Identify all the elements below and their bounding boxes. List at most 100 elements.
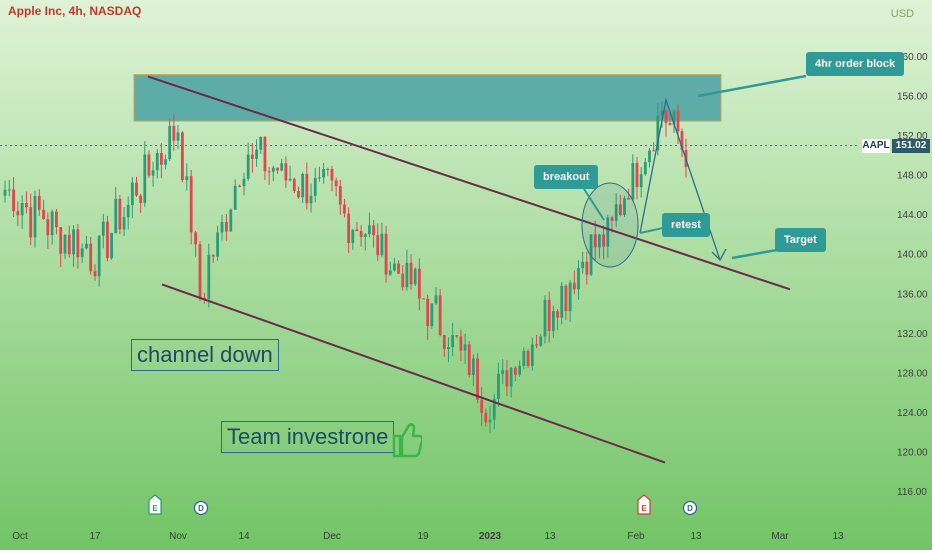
time-axis-tick: Feb — [627, 531, 645, 542]
candle-body — [639, 174, 643, 188]
candle-body — [85, 243, 88, 249]
candle-body — [313, 178, 317, 196]
candle-body — [42, 209, 45, 220]
candle-body — [384, 233, 388, 275]
candle-body — [417, 268, 421, 299]
team-investrone-label[interactable]: Team investrone — [221, 421, 395, 453]
candle-body — [172, 125, 176, 141]
candle-body — [181, 132, 184, 181]
candle-body — [585, 261, 589, 275]
candle-body — [55, 211, 58, 228]
candle-body — [106, 221, 109, 259]
chart-title: Apple Inc, 4h, NASDAQ — [8, 4, 142, 18]
time-axis-tick: Dec — [323, 531, 341, 542]
target-label[interactable]: Target — [775, 228, 826, 252]
candle-body — [288, 178, 292, 181]
candle-body — [413, 268, 417, 285]
candle-body — [220, 222, 224, 233]
projection-path — [639, 97, 721, 261]
event-badge-letter: D — [687, 504, 693, 513]
breakout-label[interactable]: breakout — [534, 165, 599, 189]
candle-body — [347, 213, 351, 243]
candle-body — [568, 282, 572, 312]
candle-body — [89, 243, 93, 272]
candle-body — [393, 263, 396, 271]
candle-body — [3, 189, 7, 196]
candle-body — [488, 419, 492, 423]
candle-body — [648, 150, 651, 163]
candle-body — [501, 370, 505, 374]
candle-body — [225, 222, 228, 232]
candle-body — [623, 198, 626, 216]
candle-body — [97, 235, 101, 277]
event-badge-shape — [193, 500, 209, 516]
candle-body — [263, 136, 267, 172]
candle-body — [556, 311, 559, 318]
channel-upper-line — [147, 75, 791, 291]
candle-body — [676, 110, 680, 132]
price-axis-tick: 144.00 — [897, 210, 928, 221]
price-axis-tick: 132.00 — [897, 329, 928, 340]
candle-body — [589, 234, 593, 275]
candle-body — [380, 233, 384, 256]
candle-body — [63, 234, 67, 254]
candle-body — [652, 150, 656, 152]
candle-body — [505, 370, 509, 387]
candle-body — [539, 336, 543, 346]
candle-body — [401, 273, 405, 288]
candle-body — [627, 198, 631, 200]
candle-body — [614, 204, 618, 221]
candle-body — [426, 298, 430, 326]
time-axis-tick: 13 — [832, 531, 844, 542]
candle-body — [330, 169, 334, 181]
candle-body — [164, 159, 167, 165]
candle-body — [422, 298, 425, 300]
time-axis-tick: 13 — [544, 531, 556, 542]
last-price-symbol: AAPL — [862, 139, 890, 153]
price-axis-tick: 148.00 — [897, 171, 928, 182]
candle-body — [297, 191, 300, 198]
channel-down-label[interactable]: channel down — [131, 339, 279, 371]
candle-body — [526, 350, 530, 366]
candle-body — [118, 198, 122, 230]
time-axis-tick: 13 — [690, 531, 702, 542]
candle-body — [351, 229, 355, 243]
candle-body — [12, 189, 15, 212]
event-badge-letter: D — [198, 504, 204, 513]
candle-body — [301, 173, 305, 198]
breakout-circle — [581, 182, 639, 268]
candle-body — [618, 204, 622, 216]
candle-body — [363, 234, 367, 238]
candle-body — [16, 211, 20, 216]
candle-body — [343, 204, 346, 214]
candle-body — [442, 335, 446, 350]
candle-body — [518, 365, 522, 375]
candle-body — [155, 153, 159, 171]
candle-body — [564, 285, 568, 312]
candle-body — [664, 110, 668, 124]
price-axis-tick: 128.00 — [897, 368, 928, 379]
candle-body — [151, 170, 155, 176]
candle-body — [476, 358, 479, 400]
candle-body — [581, 261, 585, 269]
price-axis-tick: 116.00 — [897, 487, 927, 498]
candle-body — [238, 185, 241, 187]
candle-body — [643, 162, 647, 175]
candle-body — [59, 227, 63, 254]
order-block-label[interactable]: 4hr order block — [806, 52, 905, 76]
retest-label[interactable]: retest — [662, 213, 710, 237]
time-axis-tick: Nov — [169, 531, 187, 542]
candle-body — [233, 185, 237, 210]
event-badge-shape — [148, 494, 162, 515]
candle-body — [20, 203, 24, 216]
candle-body — [602, 234, 606, 247]
candle-body — [680, 131, 684, 151]
last-price-value: 151.02 — [892, 139, 930, 153]
candle-body — [598, 234, 601, 248]
candle-body — [198, 244, 202, 298]
candle-body — [484, 412, 488, 423]
candle-body — [492, 398, 496, 420]
candle-body — [37, 195, 41, 210]
